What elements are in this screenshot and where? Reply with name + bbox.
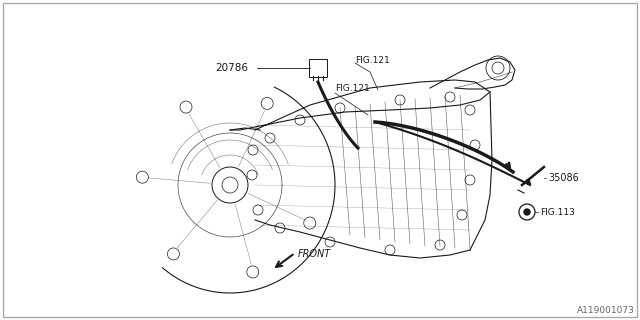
Text: FIG.121: FIG.121: [335, 84, 370, 92]
Text: FIG.113: FIG.113: [540, 207, 575, 217]
Text: 35086: 35086: [548, 173, 579, 183]
Text: FRONT: FRONT: [298, 249, 332, 259]
Text: FIG.121: FIG.121: [355, 55, 390, 65]
Text: 20786: 20786: [215, 63, 248, 73]
Circle shape: [524, 209, 530, 215]
FancyBboxPatch shape: [309, 59, 327, 77]
Text: A119001073: A119001073: [577, 306, 635, 315]
